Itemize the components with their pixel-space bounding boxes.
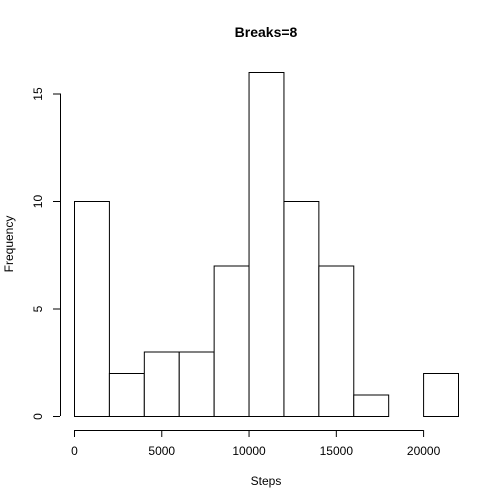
y-tick-label: 10 [31,195,45,209]
histogram-bar [108,373,145,417]
x-axis-label: Steps [251,474,282,488]
histogram-bar [74,201,110,417]
histogram-bar [178,351,215,417]
histogram-bar [143,351,180,417]
histogram-bar [283,201,320,417]
histogram-bar [423,373,460,417]
chart-title: Breaks=8 [235,24,298,40]
x-tick-label: 5000 [148,444,175,458]
x-tick-label: 20000 [407,444,441,458]
x-tick-label: 15000 [320,444,354,458]
y-tick-label: 0 [31,413,45,420]
x-tick-label: 0 [71,444,78,458]
x-axis: 0 5000 10000 15000 20000 [71,430,441,458]
y-tick-label: 15 [31,87,45,101]
bars-group [74,72,460,417]
histogram-bar [318,265,355,417]
y-axis: 0 5 10 15 [31,87,61,420]
x-tick-label: 10000 [232,444,266,458]
y-axis-label: Frequency [2,216,16,273]
histogram-bar [213,265,250,417]
y-tick-label: 5 [31,305,45,312]
histogram-bar [353,394,390,417]
histogram-bar [248,72,285,417]
